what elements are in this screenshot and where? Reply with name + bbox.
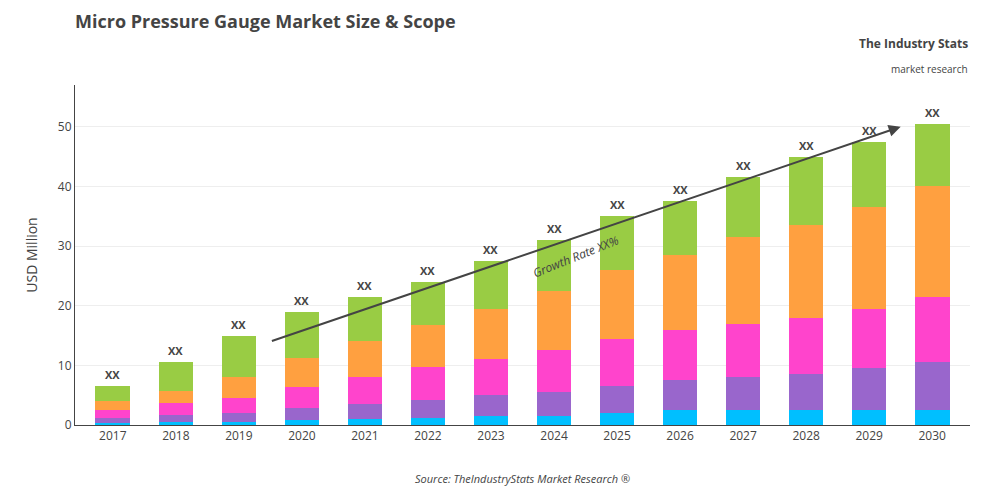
svg-text:2018: 2018 bbox=[162, 427, 190, 444]
svg-text:XX: XX bbox=[547, 221, 562, 236]
svg-text:30: 30 bbox=[58, 237, 72, 254]
svg-text:Source: TheIndustryStats Marke: Source: TheIndustryStats Market Research… bbox=[415, 471, 630, 486]
svg-text:0: 0 bbox=[65, 416, 72, 433]
svg-text:2025: 2025 bbox=[603, 427, 631, 444]
svg-text:2024: 2024 bbox=[540, 427, 568, 444]
svg-text:XX: XX bbox=[357, 278, 372, 293]
svg-text:XX: XX bbox=[294, 293, 309, 308]
svg-text:Micro Pressure Gauge Market Si: Micro Pressure Gauge Market Size & Scope bbox=[75, 9, 456, 33]
svg-text:XX: XX bbox=[231, 317, 246, 332]
svg-text:XX: XX bbox=[420, 263, 435, 278]
svg-text:2019: 2019 bbox=[225, 427, 253, 444]
svg-text:XX: XX bbox=[736, 158, 751, 173]
svg-text:XX: XX bbox=[168, 343, 183, 358]
svg-text:2020: 2020 bbox=[288, 427, 316, 444]
svg-text:20: 20 bbox=[58, 297, 72, 314]
svg-text:Growth Rate XX%: Growth Rate XX% bbox=[530, 232, 621, 282]
svg-text:2030: 2030 bbox=[918, 427, 946, 444]
svg-text:XX: XX bbox=[483, 242, 498, 257]
svg-text:XX: XX bbox=[799, 138, 814, 153]
svg-text:40: 40 bbox=[58, 178, 72, 195]
svg-text:2023: 2023 bbox=[477, 427, 505, 444]
svg-text:market research: market research bbox=[891, 62, 968, 76]
svg-text:2021: 2021 bbox=[351, 427, 378, 444]
svg-text:10: 10 bbox=[58, 357, 72, 374]
svg-text:2022: 2022 bbox=[414, 427, 442, 444]
svg-text:2026: 2026 bbox=[666, 427, 694, 444]
svg-text:XX: XX bbox=[925, 105, 940, 120]
svg-text:XX: XX bbox=[673, 182, 688, 197]
svg-text:50: 50 bbox=[58, 118, 72, 135]
svg-text:The Industry Stats: The Industry Stats bbox=[859, 35, 968, 52]
svg-text:2028: 2028 bbox=[792, 427, 820, 444]
svg-text:USD Million: USD Million bbox=[22, 217, 41, 292]
svg-text:XX: XX bbox=[105, 367, 120, 382]
svg-text:2029: 2029 bbox=[855, 427, 883, 444]
svg-text:2017: 2017 bbox=[99, 427, 127, 444]
svg-text:XX: XX bbox=[610, 197, 625, 212]
svg-text:2027: 2027 bbox=[729, 427, 757, 444]
svg-text:XX: XX bbox=[862, 123, 877, 138]
